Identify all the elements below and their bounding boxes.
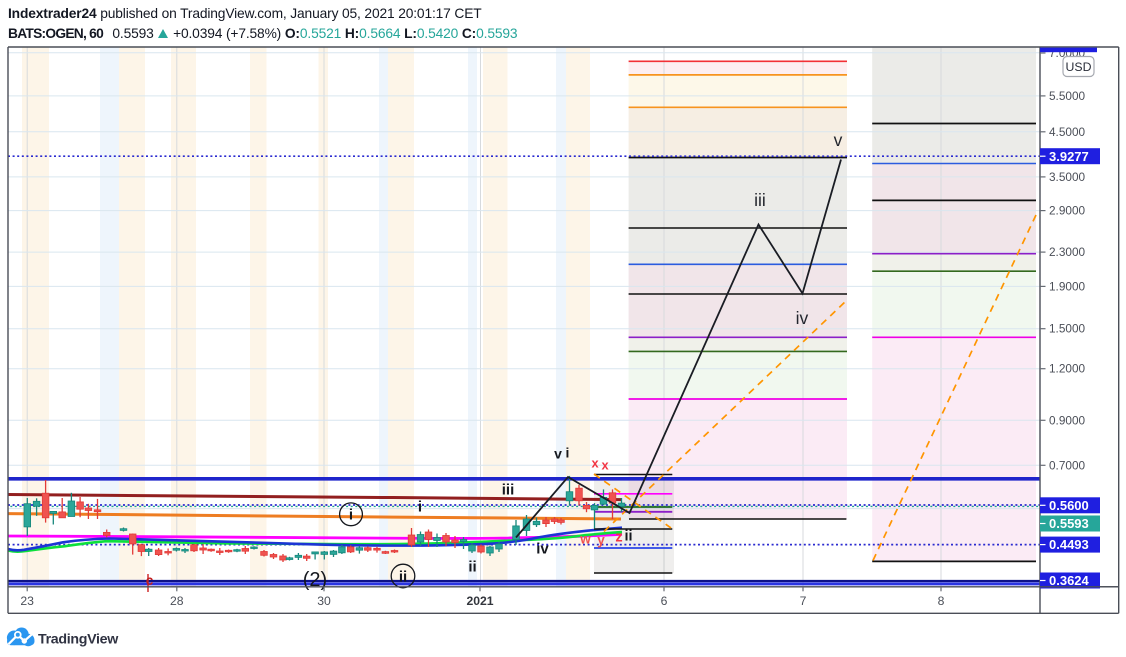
svg-text:0.5593: 0.5593 xyxy=(1049,516,1089,531)
svg-text:7: 7 xyxy=(800,594,807,608)
svg-text:30: 30 xyxy=(317,594,331,608)
svg-text:v: v xyxy=(554,446,562,462)
svg-text:w: w xyxy=(579,532,591,547)
svg-text:5.5000: 5.5000 xyxy=(1049,89,1086,103)
svg-text:1.5000: 1.5000 xyxy=(1049,322,1086,336)
svg-text:0.7000: 0.7000 xyxy=(1049,458,1086,472)
svg-text:TradingView: TradingView xyxy=(38,632,119,648)
svg-text:i: i xyxy=(418,499,422,516)
svg-text:x: x xyxy=(601,458,609,473)
svg-text:(2): (2) xyxy=(303,569,327,591)
svg-text:iv: iv xyxy=(536,541,549,558)
svg-text:23: 23 xyxy=(20,594,34,608)
svg-text:ii: ii xyxy=(624,529,632,545)
svg-text:0.5600: 0.5600 xyxy=(1049,498,1089,513)
svg-text:USD: USD xyxy=(1066,60,1092,74)
svg-text:3.9277: 3.9277 xyxy=(1049,149,1089,164)
svg-text:2021: 2021 xyxy=(466,594,493,608)
svg-text:x: x xyxy=(591,456,599,471)
svg-text:z: z xyxy=(615,530,622,546)
svg-text:i: i xyxy=(566,445,570,461)
svg-text:0.4493: 0.4493 xyxy=(1049,537,1089,552)
svg-text:y: y xyxy=(597,533,605,548)
svg-text:28: 28 xyxy=(170,594,184,608)
svg-text:v: v xyxy=(834,130,843,150)
svg-text:i: i xyxy=(349,507,353,524)
svg-text:2.9000: 2.9000 xyxy=(1049,204,1086,218)
svg-text:iv: iv xyxy=(796,308,809,328)
svg-text:6: 6 xyxy=(661,594,668,608)
svg-text:4.5000: 4.5000 xyxy=(1049,125,1086,139)
svg-text:ii: ii xyxy=(399,568,407,585)
svg-text:c: c xyxy=(146,573,154,588)
svg-text:iii: iii xyxy=(502,482,515,499)
svg-text:8: 8 xyxy=(938,594,945,608)
svg-text:iii: iii xyxy=(754,190,766,210)
svg-text:2.3000: 2.3000 xyxy=(1049,245,1086,259)
svg-text:1.9000: 1.9000 xyxy=(1049,279,1086,293)
svg-text:1.2000: 1.2000 xyxy=(1049,362,1086,376)
svg-text:3.5000: 3.5000 xyxy=(1049,170,1086,184)
svg-text:ii: ii xyxy=(468,559,476,576)
svg-text:0.9000: 0.9000 xyxy=(1049,413,1086,427)
svg-text:0.3624: 0.3624 xyxy=(1049,573,1090,588)
